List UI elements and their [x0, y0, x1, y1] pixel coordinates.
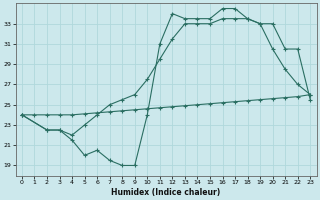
X-axis label: Humidex (Indice chaleur): Humidex (Indice chaleur)	[111, 188, 221, 197]
